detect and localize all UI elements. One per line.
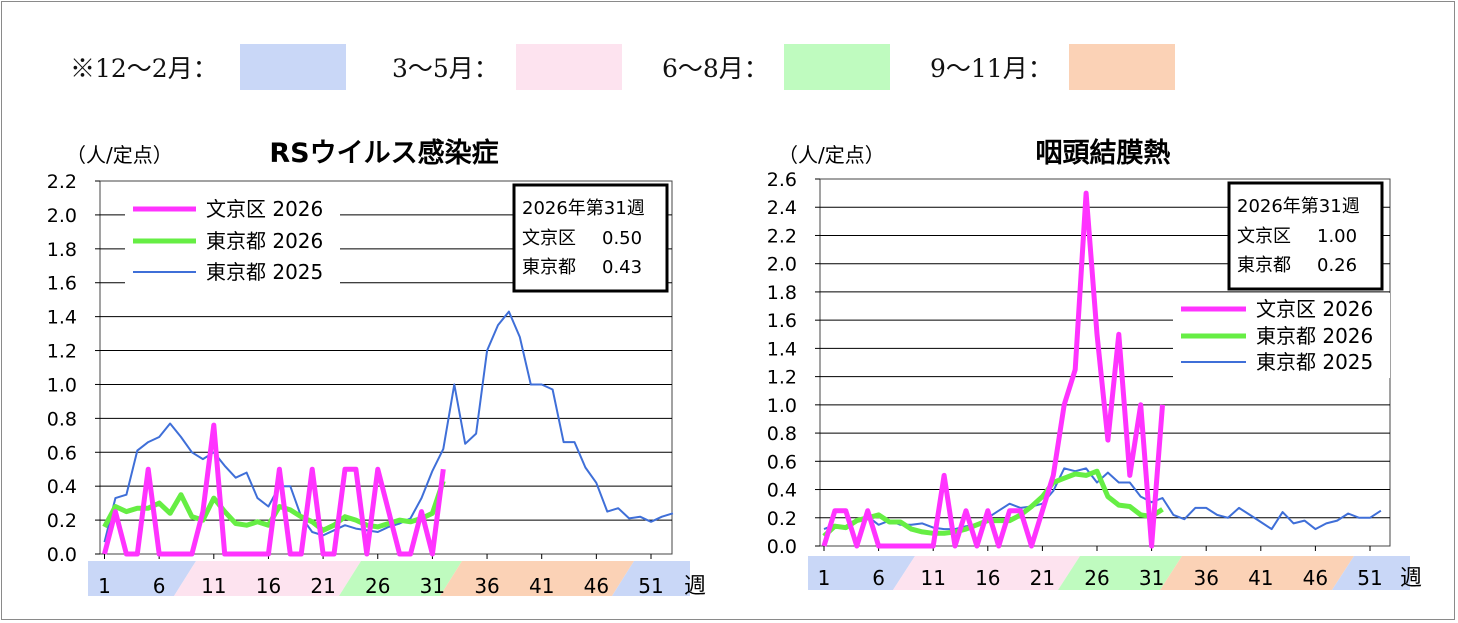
rs-y-tick-label: 1.2 — [47, 341, 77, 363]
rs-season-band-summer — [339, 561, 462, 596]
pcf-y-tick-label: 2.0 — [767, 254, 797, 276]
rs-x-tick-label: 31 — [420, 574, 445, 598]
rs-x-tick-label: 1 — [98, 574, 111, 598]
rs-series-line-0 — [102, 422, 446, 557]
rs-season-band-winter — [88, 561, 196, 596]
rs-season-band-autumn — [440, 561, 634, 596]
rs-legend-label-0: 文京区 2026 — [206, 197, 323, 221]
season-label-autumn: 9～11月： — [930, 54, 1053, 83]
season-swatch-autumn — [1069, 44, 1175, 90]
pcf-x-tick-label: 6 — [872, 566, 885, 590]
pcf-series-line-0 — [821, 190, 1165, 549]
pcf-y-tick-label: 1.0 — [767, 395, 797, 417]
pcf-y-tick-label: 2.4 — [767, 197, 797, 219]
pcf-x-tick-label: 11 — [920, 566, 945, 590]
pcf-x-tick-label: 1 — [818, 566, 831, 590]
rs-x-tick-label: 21 — [310, 574, 335, 598]
pcf-x-tick-label: 36 — [1193, 566, 1218, 590]
rs-y-tick-label: 1.4 — [47, 307, 77, 329]
rs-legend-label-1: 東京都 2026 — [206, 229, 323, 253]
pcf-season-band-spring — [893, 556, 1080, 590]
pcf-y-tick-label: 1.2 — [767, 367, 797, 389]
pcf-y-tick-label: 0.8 — [767, 423, 797, 445]
rs-chart-title: RSウイルス感染症 — [269, 137, 498, 169]
pcf-season-band-winter-end — [1332, 556, 1410, 590]
rs-infobox-value-1: 0.43 — [602, 257, 642, 278]
season-label-spring: 3～5月： — [392, 54, 499, 83]
pcf-y-tick-label: 2.2 — [767, 225, 797, 247]
pcf-series-line-2 — [823, 467, 1382, 531]
rs-season-band-spring — [174, 561, 361, 596]
pcf-infobox-label-1: 東京都 — [1237, 255, 1291, 276]
rs-infobox-value-0: 0.50 — [602, 228, 642, 249]
pcf-chart-title: 咽頭結膜熱 — [1036, 137, 1171, 169]
rs-x-tick-label: 46 — [584, 574, 609, 598]
pcf-y-tick-label: 1.6 — [767, 310, 797, 332]
rs-x-tick-label: 26 — [365, 574, 390, 598]
rs-y-tick-label: 1.8 — [47, 239, 77, 261]
rs-x-tick-label: 41 — [529, 574, 554, 598]
rs-series-line-2 — [103, 310, 674, 543]
rs-x-tick-label: 6 — [153, 574, 166, 598]
rs-y-tick-label: 0.0 — [47, 544, 77, 566]
pcf-legend-label-2: 東京都 2025 — [1256, 350, 1373, 374]
rs-infobox — [512, 183, 669, 293]
season-swatch-summer — [784, 44, 890, 90]
rs-y-tick-label: 2.2 — [47, 171, 77, 193]
pcf-y-tick-label: 0.4 — [767, 480, 797, 502]
pcf-y-tick-label: 0.2 — [767, 508, 797, 530]
rs-infobox-title: 2026年第31週 — [522, 198, 645, 219]
pcf-legend-label-0: 文京区 2026 — [1256, 297, 1373, 321]
rs-y-tick-label: 0.4 — [47, 476, 77, 498]
pcf-x-tick-label: 16 — [975, 566, 1000, 590]
pcf-x-tick-label: 21 — [1030, 566, 1055, 590]
pcf-infobox-title: 2026年第31週 — [1237, 196, 1360, 217]
pcf-x-tick-label: 41 — [1248, 566, 1273, 590]
pcf-infobox — [1227, 181, 1384, 291]
rs-y-axis-label: （人/定点） — [66, 143, 173, 167]
pcf-y-axis-label: （人/定点） — [778, 143, 885, 167]
rs-x-tick-label: 51 — [638, 574, 663, 598]
pcf-y-tick-label: 1.8 — [767, 282, 797, 304]
season-swatch-winter — [240, 44, 346, 90]
season-swatch-spring — [516, 44, 622, 90]
rs-x-tick-label: 11 — [201, 574, 226, 598]
pcf-x-tick-label: 51 — [1357, 566, 1382, 590]
pcf-y-tick-label: 0.0 — [767, 536, 797, 558]
pcf-infobox-value-0: 1.00 — [1317, 226, 1357, 247]
pcf-legend-label-1: 東京都 2026 — [1256, 324, 1373, 348]
pcf-y-tick-label: 2.6 — [767, 169, 797, 191]
pcf-x-axis-unit: 週 — [1400, 566, 1422, 591]
rs-x-axis-unit: 週 — [684, 574, 706, 599]
pcf-season-band-summer — [1058, 556, 1182, 590]
pcf-y-tick-label: 1.4 — [767, 338, 797, 360]
rs-y-tick-label: 1.0 — [47, 374, 77, 396]
rs-x-tick-label: 36 — [474, 574, 499, 598]
season-label-summer: 6～8月： — [662, 54, 769, 83]
rs-legend-label-2: 東京都 2025 — [206, 260, 323, 284]
season-label-winter: ※12～2月： — [70, 54, 218, 83]
pcf-x-tick-label: 46 — [1303, 566, 1328, 590]
rs-y-tick-label: 1.6 — [47, 273, 77, 295]
rs-y-tick-label: 0.6 — [47, 442, 77, 464]
rs-x-tick-label: 16 — [256, 574, 281, 598]
rs-y-tick-label: 0.2 — [47, 510, 77, 532]
pcf-y-tick-label: 0.6 — [767, 451, 797, 473]
pcf-x-tick-label: 26 — [1084, 566, 1109, 590]
pcf-season-band-winter — [808, 556, 915, 590]
pcf-season-band-autumn — [1160, 556, 1354, 590]
rs-y-tick-label: 0.8 — [47, 408, 77, 430]
rs-y-tick-label: 2.0 — [47, 205, 77, 227]
rs-season-band-winter-end — [612, 561, 690, 596]
rs-infobox-label-1: 東京都 — [522, 257, 576, 278]
pcf-infobox-label-0: 文京区 — [1237, 226, 1291, 247]
pcf-x-tick-label: 31 — [1139, 566, 1164, 590]
pcf-infobox-value-1: 0.26 — [1317, 255, 1357, 276]
rs-infobox-label-0: 文京区 — [522, 228, 576, 249]
